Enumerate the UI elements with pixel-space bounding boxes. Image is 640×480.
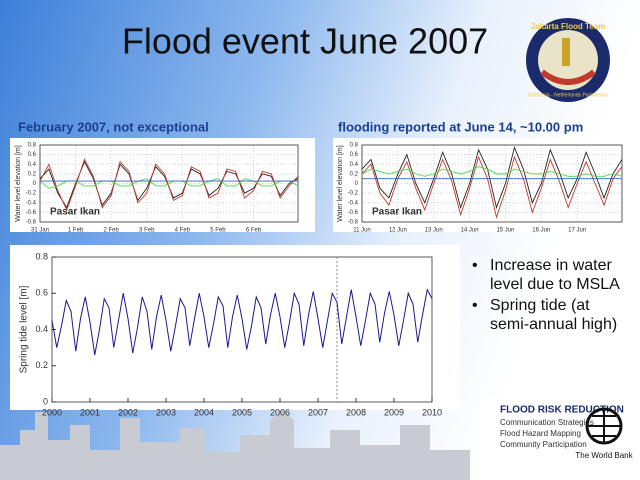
logo-text: Indonesia - Netherlands Partnership	[528, 92, 608, 98]
x-tick-label: 2009	[384, 407, 404, 417]
y-tick-label: 0.6	[35, 288, 48, 298]
x-tick-label: 11 Jun	[353, 228, 371, 234]
x-tick-label: 6 Feb	[246, 228, 262, 234]
x-tick-label: 2007	[308, 407, 328, 417]
x-tick-label: 17 Jun	[568, 228, 586, 234]
x-tick-label: 12 Jun	[389, 228, 407, 234]
y-tick-label: -0.2	[348, 191, 359, 197]
plot-area	[39, 144, 299, 223]
y-tick-label: 0	[43, 396, 48, 406]
x-tick-label: 2008	[346, 407, 366, 417]
x-tick-label: 2003	[156, 407, 176, 417]
series-line	[361, 155, 623, 219]
y-tick-label: 0.4	[28, 162, 37, 168]
y-tick-label: 0	[355, 181, 359, 187]
series-line	[39, 178, 299, 189]
series-line	[39, 158, 299, 212]
y-tick-label: -0.6	[26, 210, 37, 216]
y-axis-label: Spring tide level [m]	[19, 285, 30, 373]
logo-bottom-title: FLOOD RISK REDUCTION	[500, 405, 624, 416]
y-axis-label: Water level elevation [m]	[337, 145, 344, 221]
y-tick-label: 0.2	[350, 171, 359, 177]
y-tick-label: -0.2	[26, 191, 37, 197]
y-tick-label: 0	[33, 181, 37, 187]
logo-bottom-line: Flood Hazard Mapping	[500, 429, 581, 438]
y-tick-label: 0.2	[28, 171, 37, 177]
skyline	[0, 410, 470, 480]
x-tick-label: 15 Jun	[496, 228, 514, 234]
series-line	[51, 288, 433, 355]
y-tick-label: 0.6	[350, 152, 359, 158]
x-tick-label: 2 Feb	[104, 228, 120, 234]
plot-area	[51, 256, 433, 403]
y-tick-label: 0.2	[35, 360, 48, 370]
x-tick-label: 2000	[42, 407, 62, 417]
x-tick-label: 16 Jun	[532, 228, 550, 234]
x-tick-label: 1 Feb	[68, 228, 84, 234]
plot-area	[361, 144, 623, 223]
x-tick-label: 2001	[80, 407, 100, 417]
y-tick-label: 0.6	[28, 152, 37, 158]
y-tick-label: -0.8	[348, 220, 359, 226]
x-tick-label: 2010	[422, 407, 442, 417]
logo-bottom-line: Community Participation	[500, 440, 587, 449]
slide-title: Flood event June 2007	[122, 21, 488, 62]
bullet: Increase in water level due to MSLA	[470, 256, 630, 294]
x-tick-label: 31 Jan	[31, 228, 49, 234]
y-tick-label: -0.4	[348, 200, 359, 206]
chart-title: February 2007, not exceptional	[18, 119, 209, 134]
x-tick-label: 4 Feb	[175, 228, 191, 234]
x-tick-label: 2005	[232, 407, 252, 417]
bullet: Spring tide (at semi-annual high)	[470, 296, 630, 334]
annotation: Pasar Ikan	[50, 207, 100, 218]
series-line	[361, 166, 623, 177]
x-tick-label: 2004	[194, 407, 214, 417]
y-tick-label: 0.8	[35, 251, 48, 261]
chart-frame	[10, 138, 315, 232]
logo-bottom-line: Communication Strategies	[500, 418, 594, 427]
x-tick-label: 3 Feb	[139, 228, 155, 234]
y-axis-label: Water level elevation [m]	[15, 145, 22, 221]
y-tick-label: 0.8	[350, 143, 359, 149]
x-tick-label: 13 Jun	[425, 228, 443, 234]
y-tick-label: -0.4	[26, 200, 37, 206]
chart-frame	[333, 138, 630, 232]
x-tick-label: 2002	[118, 407, 138, 417]
y-tick-label: -0.6	[348, 210, 359, 216]
x-tick-label: 5 Feb	[210, 228, 226, 234]
bullet-list: Increase in water level due to MSLA Spri…	[470, 256, 630, 336]
annotation: Pasar Ikan	[372, 207, 422, 218]
y-tick-label: -0.8	[26, 220, 37, 226]
x-tick-label: 2006	[270, 407, 290, 417]
y-tick-label: 0.4	[350, 162, 359, 168]
logo-text: Jakarta Flood Team	[531, 22, 606, 31]
world-bank-text: The World Bank	[575, 451, 633, 460]
y-tick-label: 0.8	[28, 143, 37, 149]
y-tick-label: 0.4	[35, 324, 48, 334]
chart-title: flooding reported at June 14, ~10.00 pm	[338, 119, 583, 134]
logo-top: Jakarta Flood Team Indonesia - Netherlan…	[526, 18, 610, 102]
x-tick-label: 14 Jun	[461, 228, 479, 234]
chart-frame	[10, 245, 460, 410]
series-line	[361, 145, 623, 210]
